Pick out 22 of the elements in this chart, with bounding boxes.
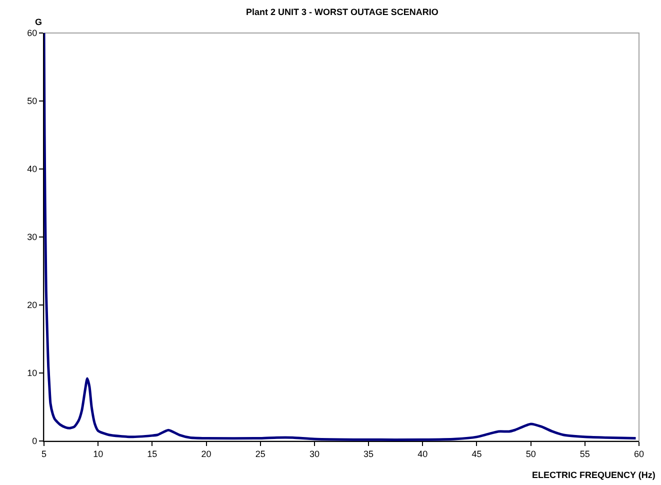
x-tick-label: 45 <box>472 448 482 459</box>
y-tick-label: 40 <box>27 164 38 174</box>
y-tick-label: 50 <box>27 96 38 106</box>
y-tick-label: 20 <box>27 300 38 310</box>
x-tick-label: 10 <box>93 448 104 459</box>
x-tick-label: 35 <box>364 448 374 459</box>
x-tick-label: 40 <box>418 448 428 459</box>
x-tick-label: 55 <box>580 448 590 459</box>
y-axis-title: G <box>35 17 42 27</box>
x-tick-label: 15 <box>147 448 158 459</box>
chart-title: Plant 2 UNIT 3 - WORST OUTAGE SCENARIO <box>246 7 438 17</box>
x-tick-label: 60 <box>634 448 644 459</box>
x-tick-label: 30 <box>309 448 320 459</box>
y-tick-label: 10 <box>27 368 38 378</box>
x-tick-label: 25 <box>255 448 266 459</box>
y-tick-label: 0 <box>32 436 38 446</box>
x-axis-title: ELECTRIC FREQUENCY (Hz) <box>532 470 656 480</box>
y-tick-label: 30 <box>27 232 38 242</box>
x-tick-label: 20 <box>201 448 212 459</box>
y-tick-label: 60 <box>27 28 38 38</box>
x-tick-label: 5 <box>41 448 47 459</box>
x-tick-label: 50 <box>526 448 536 459</box>
